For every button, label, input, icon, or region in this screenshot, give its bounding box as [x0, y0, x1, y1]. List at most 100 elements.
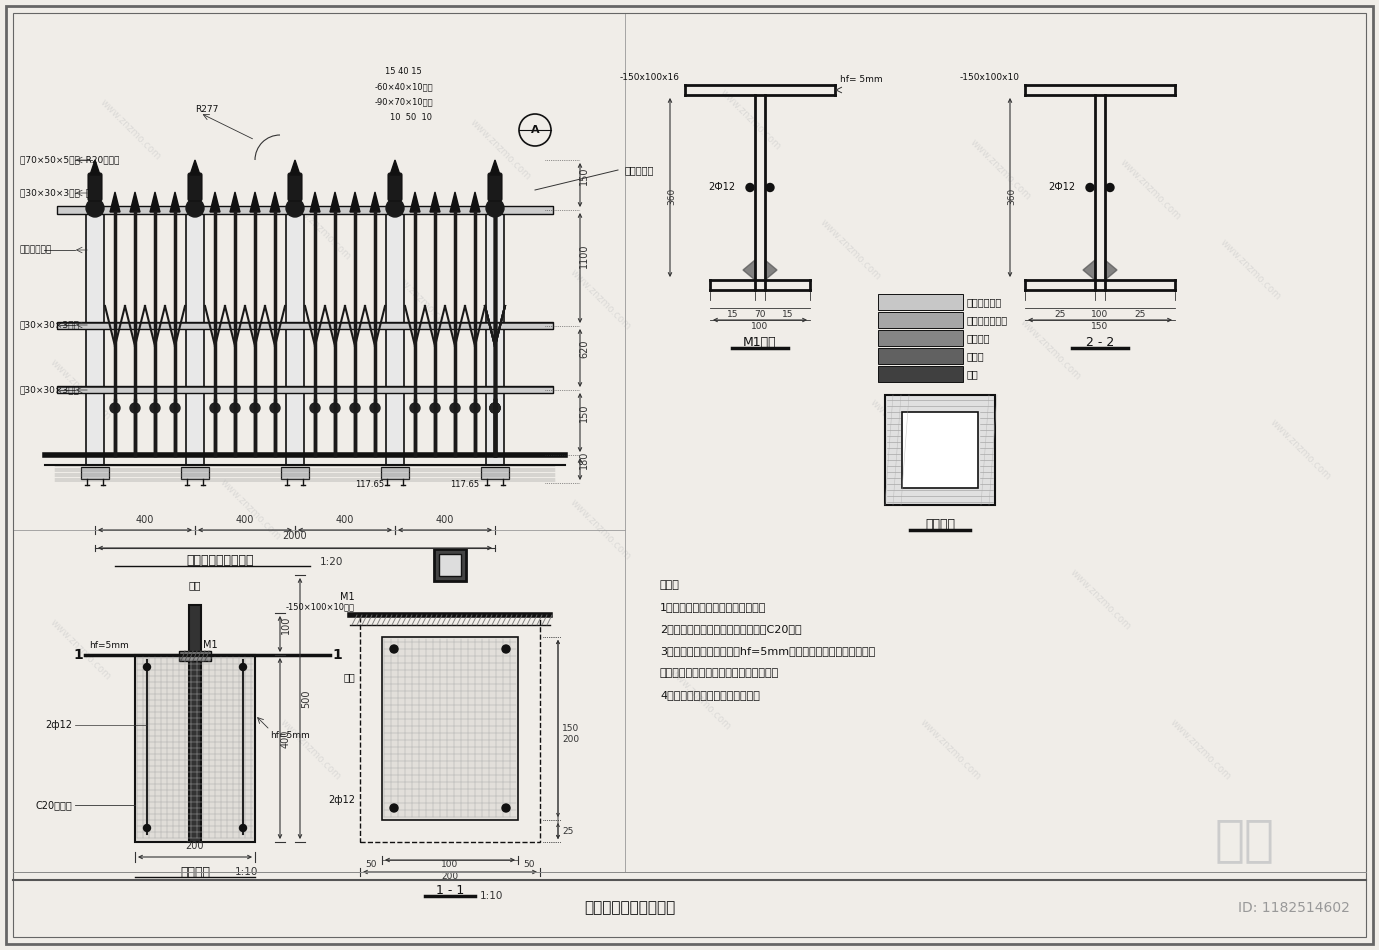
Circle shape: [350, 403, 360, 413]
Text: 500: 500: [301, 690, 312, 709]
Text: 2、铁艺护栏材质为铸钢，基础采用C20砼。: 2、铁艺护栏材质为铸钢，基础采用C20砼。: [661, 624, 801, 634]
Circle shape: [450, 403, 461, 413]
Bar: [878, 294, 963, 310]
Circle shape: [210, 403, 221, 413]
Text: M1大样: M1大样: [743, 335, 776, 349]
Text: 15 40 15: 15 40 15: [385, 67, 422, 77]
Circle shape: [430, 403, 440, 413]
Text: 117.65: 117.65: [356, 480, 385, 489]
Polygon shape: [765, 260, 776, 280]
Text: 1 - 1: 1 - 1: [436, 884, 465, 897]
Text: 100: 100: [441, 860, 459, 869]
Polygon shape: [1105, 260, 1117, 280]
Text: 117.65: 117.65: [451, 480, 480, 489]
Text: 200: 200: [186, 841, 204, 851]
Circle shape: [386, 199, 404, 217]
Polygon shape: [330, 192, 341, 212]
Circle shape: [470, 403, 480, 413]
Polygon shape: [130, 192, 141, 212]
Text: 25: 25: [563, 826, 574, 835]
Text: www.znzmo.com: www.znzmo.com: [218, 478, 283, 542]
Circle shape: [250, 403, 261, 413]
Polygon shape: [470, 192, 480, 212]
Text: 400: 400: [236, 515, 254, 525]
Text: -150x100x16: -150x100x16: [621, 72, 680, 82]
Bar: [878, 366, 963, 382]
Circle shape: [502, 645, 510, 653]
Text: 360: 360: [667, 187, 677, 205]
Text: hf= 5mm: hf= 5mm: [840, 75, 883, 85]
Bar: [57, 322, 553, 329]
Circle shape: [485, 199, 503, 217]
Text: www.znzmo.com: www.znzmo.com: [277, 717, 342, 782]
Polygon shape: [490, 160, 501, 175]
Bar: [878, 312, 963, 328]
FancyBboxPatch shape: [288, 173, 302, 201]
Bar: [386, 210, 404, 465]
Text: 400: 400: [135, 515, 154, 525]
Text: M1: M1: [341, 592, 354, 602]
Text: 150: 150: [1091, 322, 1109, 331]
Bar: [434, 549, 466, 581]
Text: 立柱: 立柱: [189, 580, 201, 590]
Text: hf=5mm: hf=5mm: [90, 640, 128, 650]
Bar: [57, 206, 553, 214]
Circle shape: [130, 403, 141, 413]
Text: 2Ф12: 2Ф12: [1048, 182, 1076, 193]
Circle shape: [1106, 183, 1114, 192]
Bar: [57, 386, 553, 393]
Text: 3、图中焊缝均为双面焊，hf=5mm；所有焊缝及外露铁件均涂二: 3、图中焊缝均为双面焊，hf=5mm；所有焊缝及外露铁件均涂二: [661, 646, 876, 656]
Text: 150: 150: [579, 404, 589, 423]
Circle shape: [490, 403, 501, 413]
Bar: [878, 330, 963, 346]
Circle shape: [110, 403, 120, 413]
Text: www.znzmo.com: www.znzmo.com: [1267, 418, 1332, 483]
Polygon shape: [290, 160, 301, 175]
Bar: [81, 467, 109, 479]
Circle shape: [1087, 183, 1094, 192]
Text: 1:10: 1:10: [480, 891, 503, 901]
Bar: [186, 210, 204, 465]
Circle shape: [240, 663, 247, 671]
Circle shape: [390, 645, 399, 653]
Text: 立柱基础: 立柱基础: [181, 865, 210, 879]
Text: 50: 50: [365, 860, 376, 869]
FancyBboxPatch shape: [387, 173, 403, 201]
Text: 刷黑色面漆: 刷黑色面漆: [625, 165, 655, 175]
Text: A: A: [531, 125, 539, 135]
Text: 2 - 2: 2 - 2: [1085, 335, 1114, 349]
Text: www.znzmo.com: www.znzmo.com: [48, 618, 112, 682]
Text: 1: 1: [332, 648, 342, 662]
Text: 100: 100: [1091, 310, 1109, 319]
Polygon shape: [1083, 260, 1095, 280]
Polygon shape: [110, 192, 120, 212]
Text: ID: 1182514602: ID: 1182514602: [1238, 901, 1350, 915]
Bar: [381, 467, 410, 479]
Polygon shape: [210, 192, 221, 212]
Circle shape: [143, 663, 150, 671]
Text: 热浸锌: 热浸锌: [967, 351, 985, 361]
Text: 口30×30×3铸钢: 口30×30×3铸钢: [21, 320, 80, 330]
Text: 400: 400: [336, 515, 354, 525]
Text: 1:10: 1:10: [234, 867, 258, 877]
Bar: [189, 605, 201, 842]
Circle shape: [746, 183, 754, 192]
Text: 4、未尽事宜请按有关规范执行。: 4、未尽事宜请按有关规范执行。: [661, 690, 760, 700]
Circle shape: [230, 403, 240, 413]
Text: hf=5mm: hf=5mm: [270, 731, 310, 739]
Text: -150x100x10: -150x100x10: [960, 72, 1020, 82]
Polygon shape: [230, 192, 240, 212]
Text: 1: 1: [73, 648, 83, 662]
Text: 200: 200: [441, 872, 459, 881]
Text: www.znzmo.com: www.znzmo.com: [1018, 317, 1083, 382]
Text: 1、图中尺寸除注明外均以毫米计。: 1、图中尺寸除注明外均以毫米计。: [661, 602, 767, 612]
Text: www.znzmo.com: www.znzmo.com: [467, 118, 532, 182]
Polygon shape: [390, 160, 400, 175]
Circle shape: [490, 403, 501, 413]
Text: www.znzmo.com: www.znzmo.com: [1118, 158, 1182, 222]
Text: 10  50  10: 10 50 10: [390, 112, 432, 122]
Text: 说明：: 说明：: [661, 580, 680, 590]
Bar: [360, 615, 541, 842]
Text: 25: 25: [1055, 310, 1066, 319]
Text: 70: 70: [754, 310, 765, 319]
